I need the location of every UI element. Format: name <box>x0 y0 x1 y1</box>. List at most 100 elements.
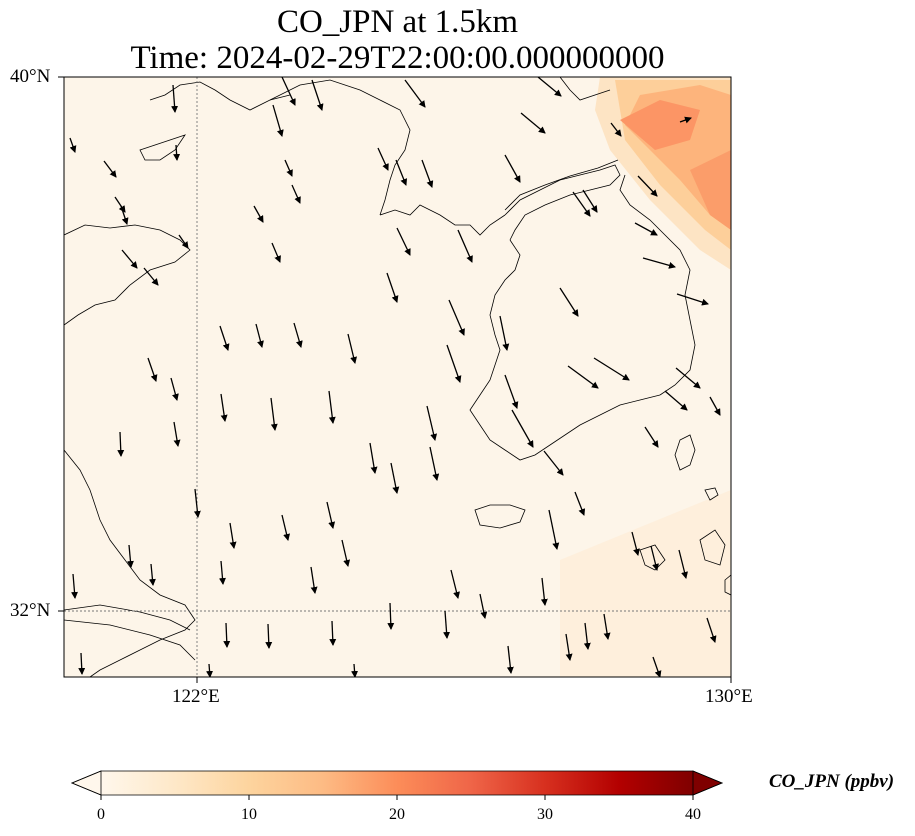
wind-vector-arrow <box>219 325 230 351</box>
wind-vector-arrow <box>504 374 519 409</box>
wind-vector-arrow <box>117 431 125 457</box>
wind-vector-arrow <box>506 645 514 674</box>
lat-tick-40n: 40°N <box>10 66 51 87</box>
wind-vector-arrow <box>559 287 579 317</box>
axis-ticks <box>58 76 732 683</box>
wind-vector-arrow <box>281 77 296 106</box>
wind-vector-arrow <box>78 652 86 675</box>
wind-vector-arrow <box>650 545 659 571</box>
wind-vector-arrow <box>421 159 434 188</box>
wind-vector-arrow <box>676 293 709 306</box>
wind-vector-arrow <box>178 234 189 249</box>
wind-vector-arrow <box>271 242 281 263</box>
wind-vector-arrow <box>253 205 264 223</box>
wind-vector-arrow <box>706 617 717 643</box>
wind-vector-arrow <box>143 267 159 286</box>
wind-vector-arrow <box>329 620 337 646</box>
wind-vector-arrow <box>281 514 291 541</box>
wind-vector-arrow <box>173 421 181 447</box>
wind-vector-arrow <box>675 367 701 389</box>
wind-vector-arrow <box>71 573 78 599</box>
wind-vector-arrow <box>520 112 546 134</box>
wind-vector-arrow <box>565 633 573 661</box>
wind-vector-arrow <box>631 531 640 556</box>
wind-vector-arrow <box>121 249 138 269</box>
wind-vector-arrow <box>223 622 231 648</box>
colorbar-tick-20: 20 <box>389 806 405 823</box>
wind-vector-arrow <box>642 257 676 269</box>
wind-vector-arrow <box>543 450 564 476</box>
wind-vector-arrow <box>220 393 228 422</box>
wind-vector-arrow <box>147 357 158 382</box>
wind-vector-arrow <box>548 509 560 550</box>
wind-vector-arrow <box>293 322 303 348</box>
wind-vector-arrow <box>120 205 129 225</box>
wind-vector-arrow <box>479 593 488 619</box>
colorbar-tick-30: 30 <box>537 806 553 823</box>
wind-vector-arrow <box>114 196 126 213</box>
lon-tick-122e: 122°E <box>172 686 220 707</box>
gridlines <box>64 77 731 677</box>
wind-vector-arrow <box>504 154 521 183</box>
wind-vector-arrow <box>173 144 181 161</box>
wind-vector-arrow <box>206 663 214 677</box>
wind-vector-arrow <box>103 160 117 178</box>
wind-vector-arrow <box>583 622 591 650</box>
wind-vector-arrow <box>644 426 659 448</box>
wind-vector-arrow <box>396 227 411 256</box>
wind-vector-arrow <box>270 397 278 431</box>
colorbar-label: CO_JPN (ppbv) <box>769 771 895 792</box>
wind-vector-arrow <box>572 191 591 217</box>
wind-vector-arrow <box>540 577 548 606</box>
wind-vector-arrow <box>377 147 389 171</box>
wind-vector-arrow <box>634 222 658 236</box>
coastlines <box>64 77 731 677</box>
wind-vector-arrow <box>193 488 201 518</box>
wind-vector-arrow <box>255 323 264 348</box>
map-time-subtitle: Time: 2024-02-29T22:00:00.000000000 <box>130 40 665 76</box>
wind-vector-arrow <box>229 522 237 549</box>
wind-vector-arrow <box>218 560 226 585</box>
wind-vector-arrow <box>284 159 293 177</box>
wind-vector-arrow <box>603 613 611 640</box>
co-concentration-field <box>560 77 731 677</box>
lat-tick-32n: 32°N <box>10 600 51 621</box>
wind-vector-arrow <box>443 610 451 639</box>
wind-vector-arrow <box>369 442 378 474</box>
wind-vector-arrow <box>386 272 399 303</box>
map-title: CO_JPN at 1.5km <box>276 4 519 40</box>
lon-tick-130e: 130°E <box>705 686 753 707</box>
wind-vector-arrow <box>446 344 462 383</box>
wind-vector-arrow <box>537 77 562 97</box>
wind-vector-arrow <box>709 396 721 416</box>
wind-vector-arrow <box>126 544 134 568</box>
wind-vector-arrow <box>457 229 473 263</box>
wind-vector-arrow <box>679 116 692 124</box>
colorbar <box>70 770 724 800</box>
wind-vector-arrow <box>171 84 179 113</box>
wind-vector-arrow <box>272 104 284 137</box>
wind-vector-arrow <box>395 159 408 186</box>
colorbar-tick-10: 10 <box>241 806 257 823</box>
wind-vector-arrow <box>310 566 318 594</box>
wind-vector-arrow <box>347 333 357 364</box>
wind-vector-arrow <box>351 663 359 677</box>
wind-vector-arrow <box>326 501 336 529</box>
map-frame <box>63 76 732 678</box>
wind-vector-arrow <box>610 122 622 137</box>
wind-vector-arrow <box>664 390 688 411</box>
wind-vector-arrow <box>265 623 273 649</box>
wind-vector-arrow <box>429 446 440 481</box>
colorbar-tick-0: 0 <box>97 806 105 823</box>
wind-vector-arrow <box>69 137 77 153</box>
wind-vector-arrow <box>426 405 438 441</box>
wind-vector-arrow <box>450 569 460 599</box>
wind-vector-arrow <box>170 377 179 401</box>
wind-vector-arrow <box>448 299 465 336</box>
wind-vector-arrow <box>567 365 599 389</box>
wind-vector-arrow <box>404 79 426 108</box>
wind-vectors <box>69 77 721 677</box>
wind-vector-arrow <box>574 491 586 516</box>
wind-vector-arrow <box>387 602 395 630</box>
